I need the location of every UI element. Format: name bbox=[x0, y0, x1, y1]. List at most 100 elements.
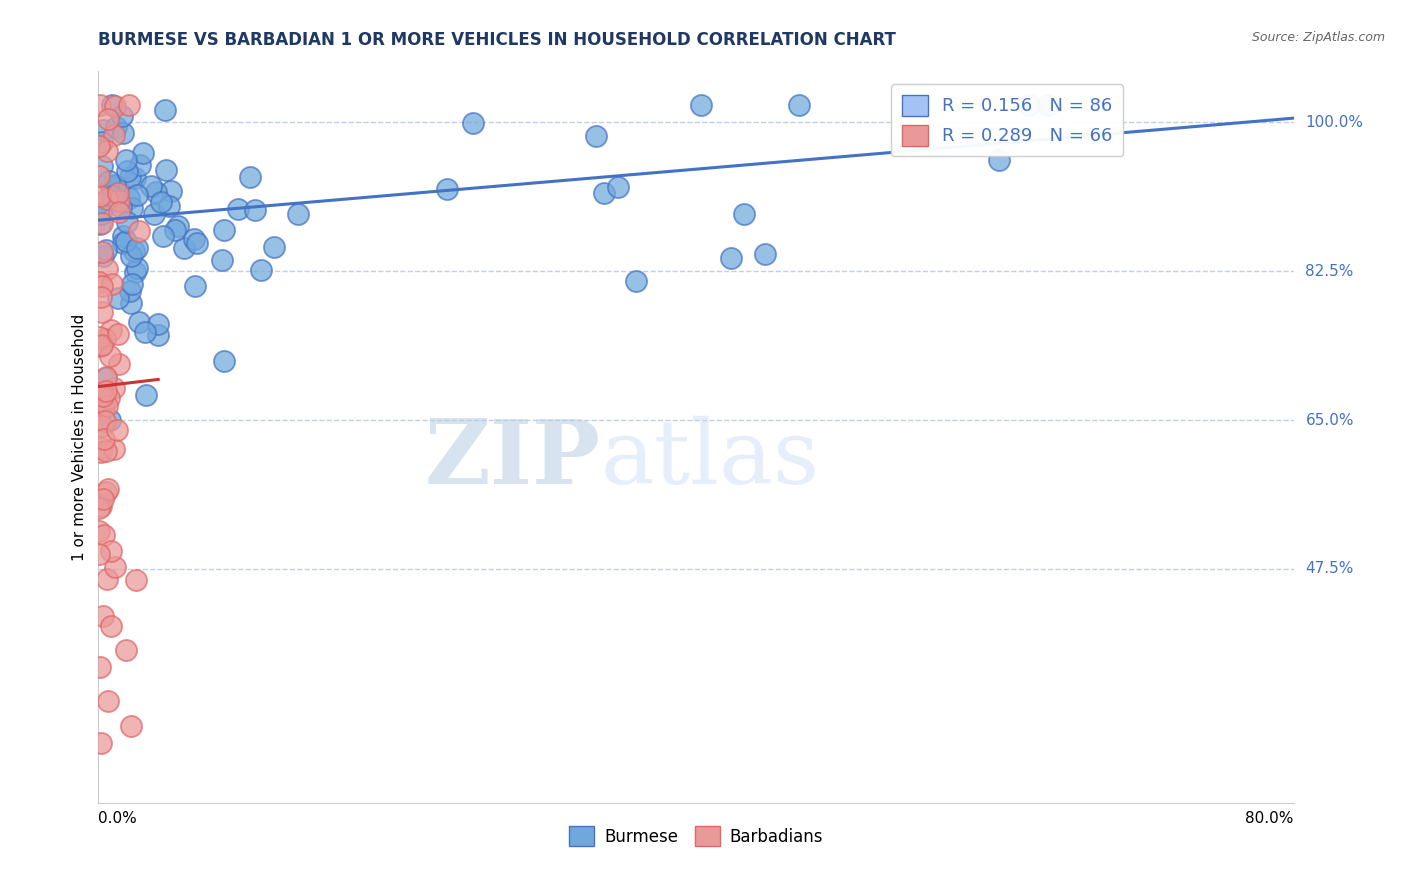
Point bbox=[104, 99, 127, 113]
Point bbox=[121, 277, 143, 291]
Point bbox=[98, 349, 121, 363]
Point bbox=[87, 330, 110, 344]
Point bbox=[107, 186, 129, 200]
Point bbox=[212, 353, 235, 368]
Point bbox=[91, 123, 114, 137]
Point bbox=[128, 224, 150, 238]
Point bbox=[100, 413, 122, 427]
Point bbox=[118, 169, 141, 184]
Point bbox=[87, 548, 110, 562]
Point bbox=[89, 659, 111, 673]
Point bbox=[228, 202, 250, 216]
Point bbox=[463, 116, 485, 130]
Y-axis label: 1 or more Vehicles in Household: 1 or more Vehicles in Household bbox=[72, 313, 87, 561]
Point bbox=[90, 499, 112, 513]
Point bbox=[90, 207, 112, 221]
Point bbox=[96, 262, 118, 277]
Point bbox=[127, 188, 149, 202]
Point bbox=[94, 370, 117, 384]
Point bbox=[97, 694, 120, 708]
Point bbox=[101, 277, 124, 292]
Point bbox=[96, 192, 118, 206]
Point bbox=[96, 572, 118, 586]
Point bbox=[91, 492, 114, 507]
Point bbox=[689, 98, 711, 112]
Point bbox=[127, 241, 149, 255]
Point bbox=[100, 619, 122, 633]
Text: 82.5%: 82.5% bbox=[1306, 264, 1354, 278]
Point bbox=[173, 241, 195, 255]
Point bbox=[287, 207, 309, 221]
Point bbox=[128, 315, 150, 329]
Point bbox=[94, 384, 117, 399]
Point bbox=[135, 387, 157, 401]
Text: ZIP: ZIP bbox=[425, 416, 600, 502]
Point bbox=[89, 169, 111, 183]
Point bbox=[100, 179, 122, 194]
Point bbox=[117, 190, 139, 204]
Point bbox=[186, 235, 208, 250]
Point bbox=[132, 146, 155, 161]
Point bbox=[101, 189, 124, 203]
Point bbox=[97, 482, 120, 496]
Point bbox=[91, 388, 114, 402]
Point bbox=[94, 332, 117, 346]
Point bbox=[101, 98, 124, 112]
Point bbox=[592, 186, 614, 200]
Point bbox=[436, 182, 458, 196]
Point bbox=[211, 252, 233, 267]
Point bbox=[163, 223, 186, 237]
Point bbox=[91, 338, 114, 352]
Point bbox=[149, 194, 172, 209]
Point bbox=[91, 159, 114, 173]
Point bbox=[96, 399, 118, 413]
Text: atlas: atlas bbox=[600, 416, 820, 503]
Text: BURMESE VS BARBADIAN 1 OR MORE VEHICLES IN HOUSEHOLD CORRELATION CHART: BURMESE VS BARBADIAN 1 OR MORE VEHICLES … bbox=[98, 31, 896, 49]
Point bbox=[120, 296, 142, 310]
Point bbox=[87, 500, 110, 515]
Point bbox=[134, 325, 156, 339]
Point bbox=[160, 185, 183, 199]
Point bbox=[139, 179, 162, 194]
Point bbox=[90, 441, 112, 455]
Point bbox=[183, 232, 205, 246]
Point bbox=[87, 139, 110, 153]
Point bbox=[96, 145, 118, 159]
Legend: Burmese, Barbadians: Burmese, Barbadians bbox=[562, 820, 830, 853]
Text: 65.0%: 65.0% bbox=[1306, 413, 1354, 427]
Point bbox=[94, 243, 117, 257]
Text: 47.5%: 47.5% bbox=[1306, 561, 1354, 576]
Point bbox=[125, 573, 148, 587]
Point bbox=[720, 252, 742, 266]
Point bbox=[107, 194, 129, 209]
Point bbox=[91, 216, 114, 230]
Point bbox=[250, 263, 273, 277]
Point bbox=[120, 719, 142, 733]
Point bbox=[118, 98, 141, 112]
Point bbox=[97, 391, 120, 405]
Point bbox=[103, 442, 125, 457]
Text: 100.0%: 100.0% bbox=[1306, 115, 1364, 130]
Point bbox=[104, 560, 127, 574]
Point bbox=[115, 215, 138, 229]
Point bbox=[754, 247, 776, 261]
Point bbox=[103, 381, 125, 395]
Point bbox=[87, 524, 110, 538]
Point bbox=[148, 317, 170, 331]
Point bbox=[263, 240, 285, 254]
Point bbox=[104, 178, 127, 192]
Point bbox=[107, 205, 129, 219]
Point bbox=[89, 406, 111, 420]
Point bbox=[129, 157, 152, 171]
Point bbox=[93, 433, 115, 447]
Text: 0.0%: 0.0% bbox=[98, 812, 138, 826]
Point bbox=[245, 202, 267, 217]
Point bbox=[94, 414, 117, 428]
Point bbox=[987, 153, 1010, 167]
Point bbox=[787, 98, 810, 112]
Point bbox=[107, 357, 129, 371]
Point bbox=[585, 128, 607, 143]
Point bbox=[110, 200, 132, 214]
Point bbox=[90, 290, 112, 304]
Point bbox=[1038, 98, 1060, 112]
